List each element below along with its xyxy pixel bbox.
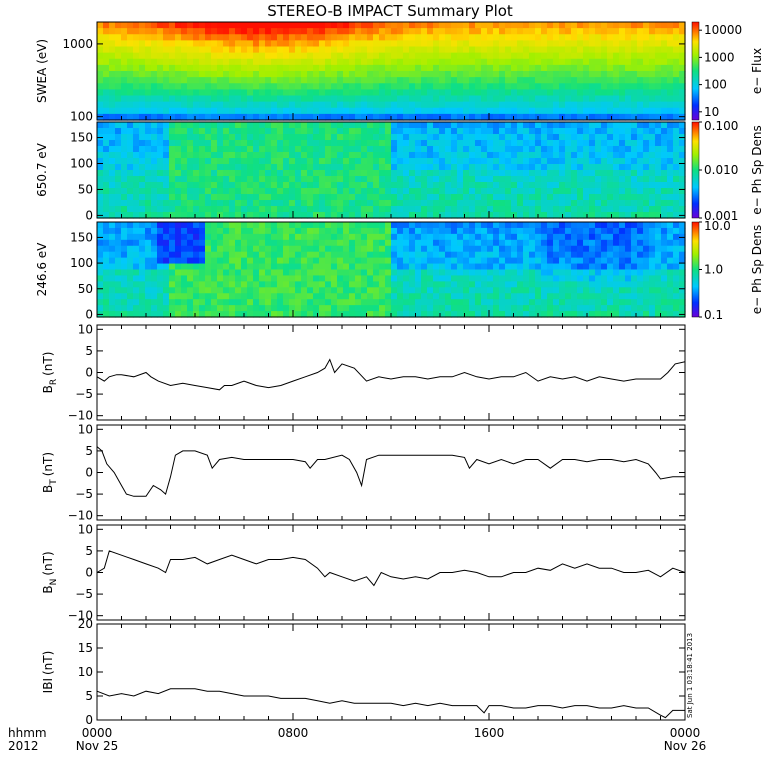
y-axis-label-main: IBI [41, 678, 55, 693]
y-tick-label: 10 [78, 322, 93, 336]
y-axis-label-unit: (nT) [41, 452, 55, 476]
series-line [96, 550, 686, 587]
y-axis-label: 650.7 eV [35, 142, 49, 197]
y-tick-label: 150 [70, 131, 93, 145]
series-line [96, 446, 685, 497]
y-tick-label: 10 [78, 522, 93, 536]
panel-3: 150 100 50 0 246.6 eV 10.0 1.0 0.1 e− Ph Sp Dens [35, 219, 764, 322]
y-tick-label: 0 [85, 307, 93, 321]
y-axis-label: BT (nT) [41, 452, 59, 493]
y-tick-label: 100 [70, 110, 93, 124]
y-tick-label: −10 [68, 509, 93, 523]
y-tick-label: 5 [85, 689, 93, 703]
y-tick-label: −10 [68, 609, 93, 623]
series-line [96, 358, 686, 391]
y-axis-label: BR (nT) [41, 352, 59, 394]
heatmap-cells [97, 122, 686, 219]
x-tick-date-label: Nov 25 [76, 739, 119, 753]
x-axis-corner-label: hhmm [8, 726, 47, 740]
x-axis-corner-label: 2012 [8, 739, 39, 753]
colorbar [691, 221, 700, 318]
colorbar-tick-label: 10000 [704, 23, 742, 37]
y-tick-label: 100 [70, 157, 93, 171]
y-tick-label: 0 [85, 366, 93, 380]
series-line [96, 688, 685, 719]
panel-1: 1000 100 SWEA (eV) 10000 1000 100 10 e− Flux [35, 21, 764, 124]
y-axis-label-main: B [41, 585, 55, 593]
y-tick-label: 50 [78, 282, 93, 296]
y-axis-label: IBI (nT) [41, 651, 55, 694]
y-axis-label: SWEA (eV) [35, 39, 49, 103]
timestamp: Sat Jun 1 03:18:41 2013 [686, 633, 694, 718]
colorbar-label: e− Ph Sp Dens [750, 225, 764, 314]
y-tick-label: −5 [75, 387, 93, 401]
heatmap-cells [97, 22, 686, 121]
colorbar-tick-label: 0.1 [704, 308, 723, 322]
y-axis-label: 246.6 eV [35, 242, 49, 297]
panel-4: 10 5 0 −5 −10 BR (nT) [41, 322, 686, 423]
y-tick-label: 0 [85, 208, 93, 222]
colorbar-label: e− Ph Sp Dens [750, 125, 764, 214]
y-tick-label: 10 [78, 422, 93, 436]
y-axis-label-unit: (nT) [41, 551, 55, 575]
panel-frame [96, 424, 686, 521]
colorbar-tick-label: 0.010 [704, 163, 738, 177]
y-tick-label: 5 [85, 344, 93, 358]
y-axis-label-unit: (nT) [41, 352, 55, 376]
y-tick-label: 0 [85, 566, 93, 580]
panel-5: 10 5 0 −5 −10 BT (nT) [41, 422, 686, 523]
y-axis-label-unit: (nT) [41, 651, 55, 675]
colorbar [691, 121, 700, 219]
colorbar-tick-label: 0.100 [704, 119, 738, 133]
y-tick-label: 10 [78, 665, 93, 679]
colorbar-tick-label: 0.001 [704, 209, 738, 223]
colorbar-label: e− Flux [750, 48, 764, 94]
colorbar-tick-label: 10 [704, 105, 719, 119]
x-tick-label: 0000 [82, 726, 113, 740]
panel-2: 150 100 50 0 650.7 eV 0.100 0.010 0.001 e− Ph Sp… [35, 119, 764, 223]
y-tick-label: −5 [75, 587, 93, 601]
y-axis-label-sub: R [49, 379, 59, 385]
x-tick-label: 0800 [278, 726, 309, 740]
panel-frame [96, 324, 686, 421]
x-tick-date-label: Nov 26 [664, 739, 707, 753]
panel-7: 20 15 10 5 0 IBI (nT) [41, 617, 686, 727]
x-tick-label: 1600 [474, 726, 505, 740]
y-tick-label: 1000 [62, 37, 93, 51]
y-axis-label-main: B [41, 485, 55, 493]
y-axis-label: BN (nT) [41, 551, 59, 593]
y-axis-label-main: B [41, 385, 55, 393]
y-tick-label: 5 [85, 544, 93, 558]
y-tick-label: 150 [70, 230, 93, 244]
y-tick-label: 0 [85, 466, 93, 480]
colorbar-tick-label: 1000 [704, 50, 735, 64]
y-tick-label: 15 [78, 641, 93, 655]
panel-frame [96, 623, 686, 721]
y-tick-label: −10 [68, 409, 93, 423]
plot-title: STEREO-B IMPACT Summary Plot [267, 2, 513, 20]
heatmap-cells [97, 222, 686, 318]
y-axis-label-sub: T [49, 479, 59, 486]
x-tick-label: 0000 [670, 726, 701, 740]
y-tick-label: 100 [70, 256, 93, 270]
y-tick-label: 5 [85, 444, 93, 458]
panel-6: 10 5 0 −5 −10 BN (nT) [41, 522, 686, 623]
colorbar [691, 21, 700, 121]
panel-frame [96, 524, 686, 621]
colorbar-tick-label: 1.0 [704, 263, 723, 277]
y-axis-label-sub: N [49, 579, 59, 586]
y-tick-label: 0 [85, 713, 93, 727]
y-tick-label: −5 [75, 487, 93, 501]
y-tick-label: 20 [78, 617, 93, 631]
colorbar-tick-label: 100 [704, 78, 727, 92]
colorbar-tick-label: 10.0 [704, 219, 731, 233]
y-tick-label: 50 [78, 182, 93, 196]
